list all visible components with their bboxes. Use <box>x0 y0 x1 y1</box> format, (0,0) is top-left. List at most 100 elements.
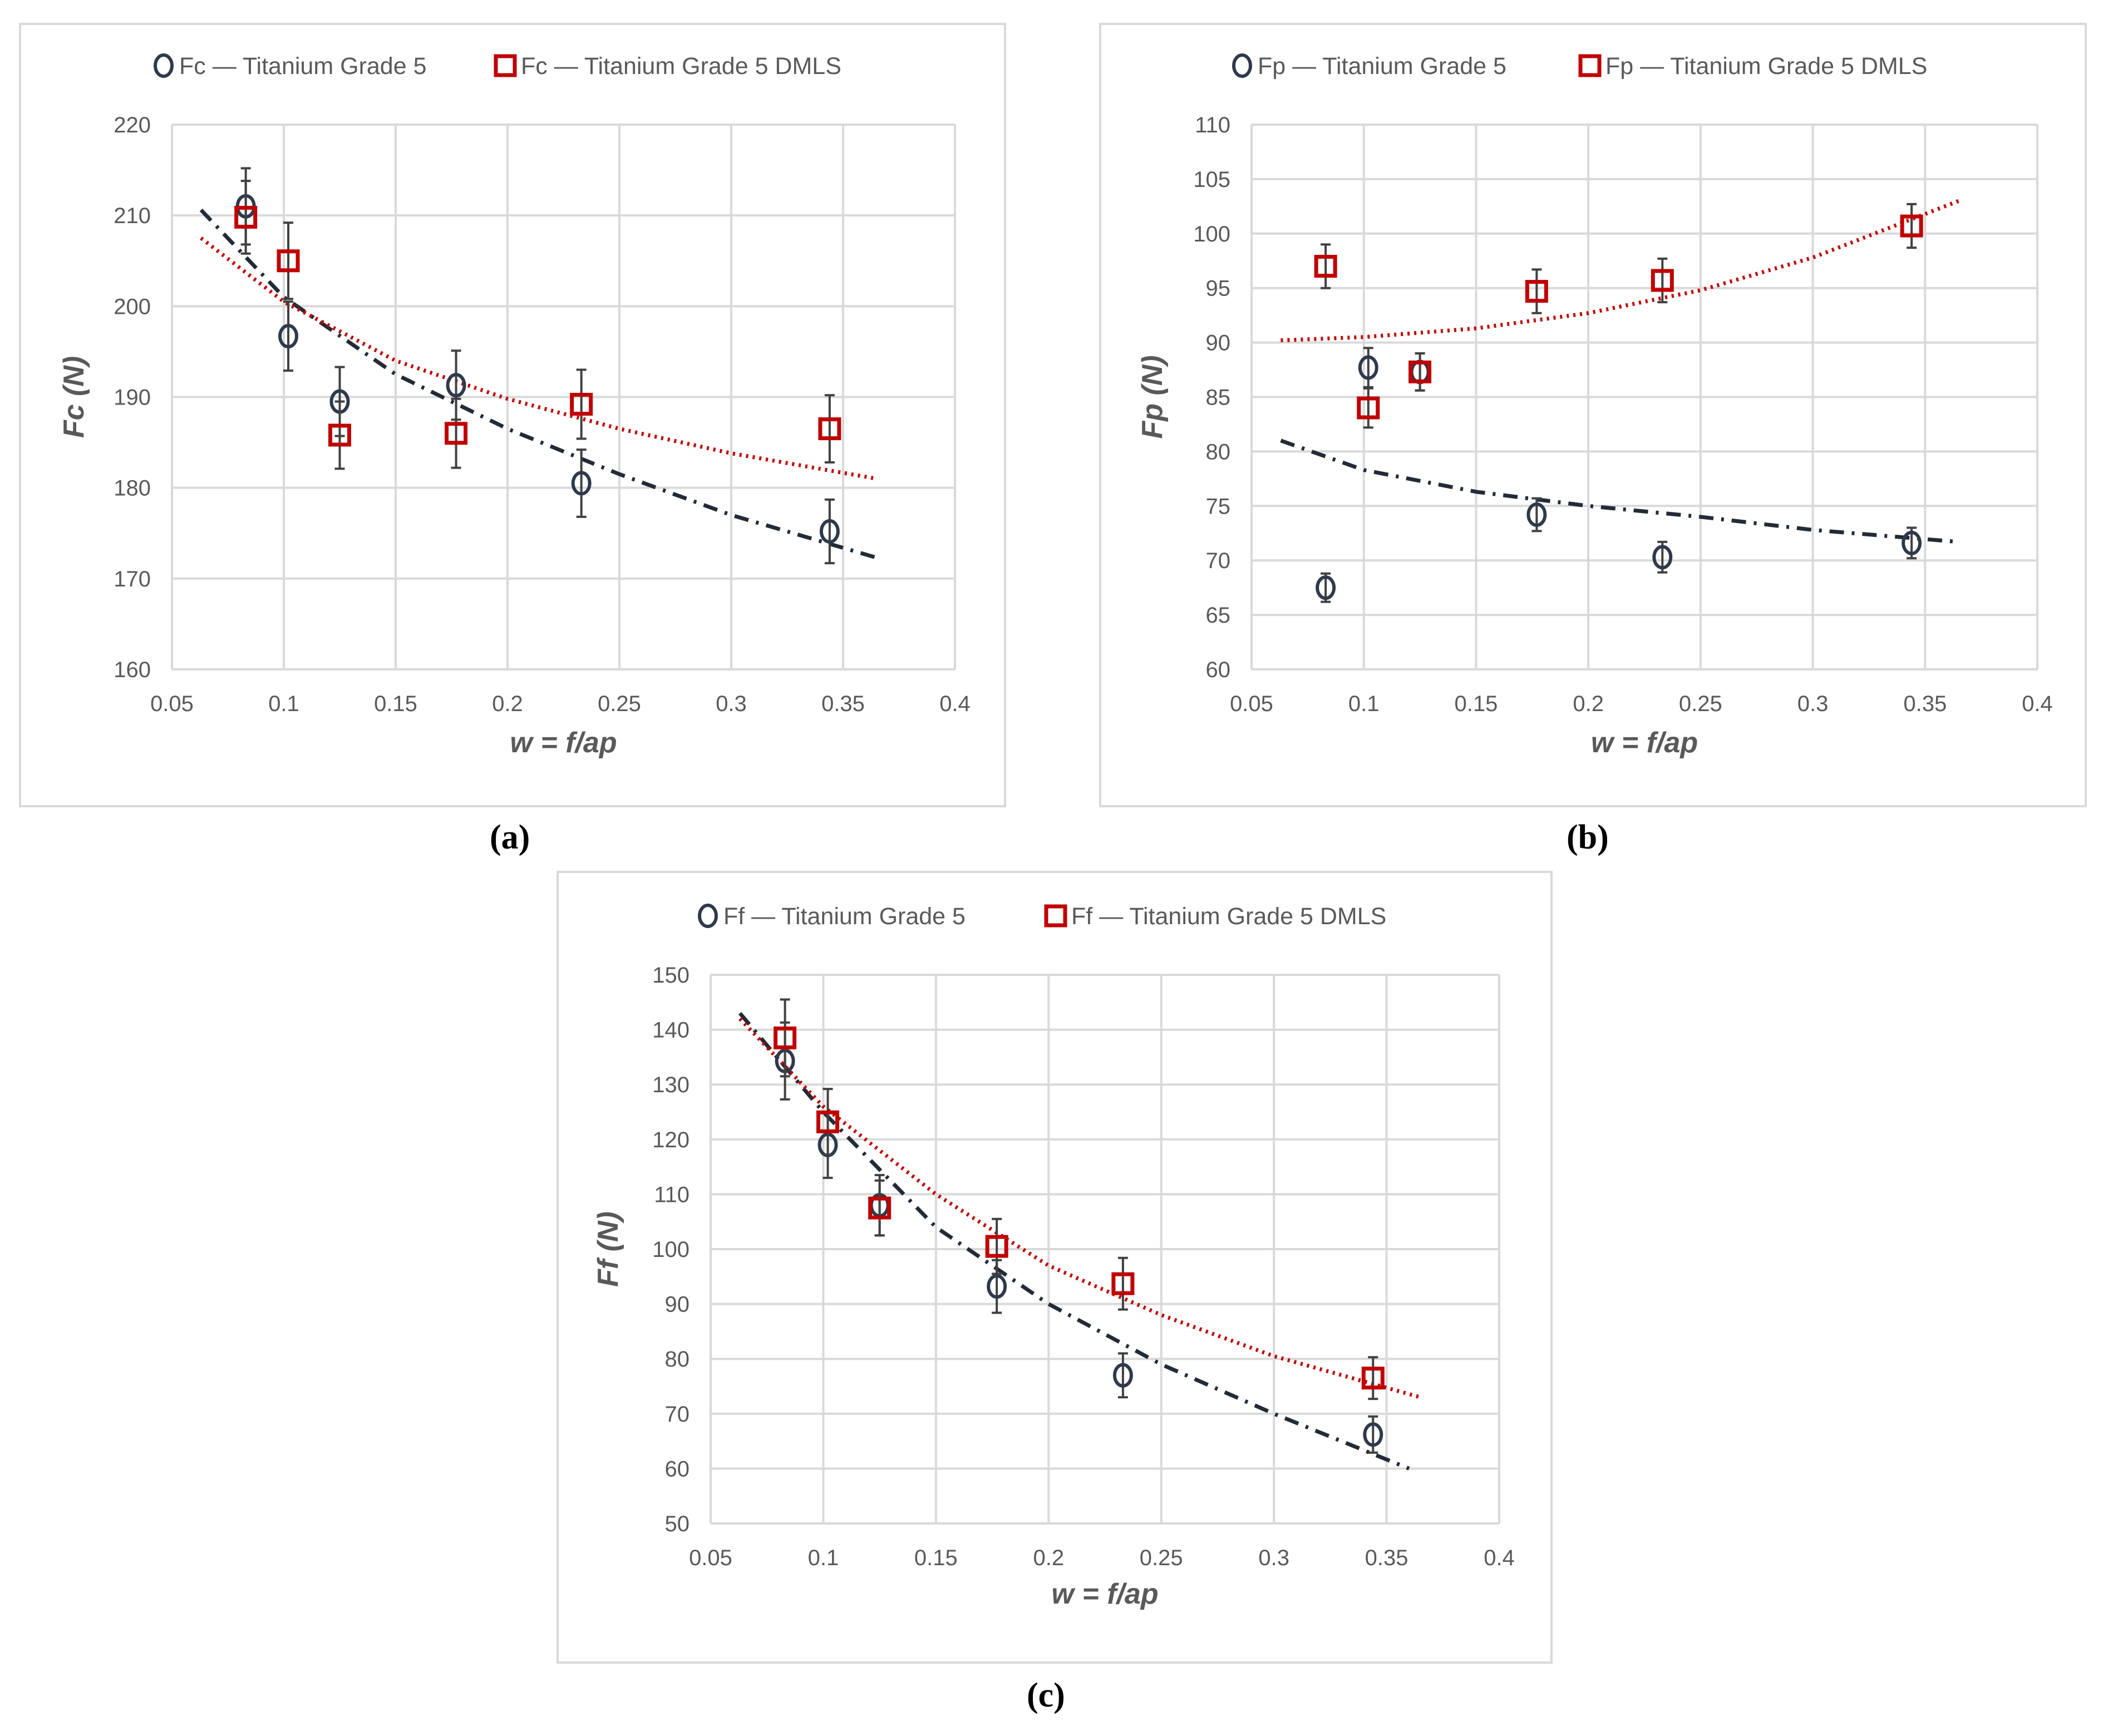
y-tick-label: 60 <box>1206 658 1231 682</box>
x-tick-label: 0.25 <box>1679 692 1722 716</box>
y-tick-label: 110 <box>654 1182 689 1207</box>
data-point-tg5 <box>1316 575 1336 600</box>
x-tick-label: 0.4 <box>939 692 971 716</box>
y-tick-label: 210 <box>114 204 151 228</box>
chart-c: 0.05 0.1 0.15 0.2 0.25 0.3 0.35 0.4 50 60 70 80 90 10… <box>592 903 1515 1610</box>
data-point-dmls <box>1900 214 1923 238</box>
panel-label-b: (b) <box>1567 818 1609 857</box>
x-tick-label: 0.05 <box>1230 692 1273 716</box>
y-axis-title: Ff (N) <box>592 1211 624 1287</box>
x-tick-label: 0.05 <box>689 1546 732 1570</box>
x-tick-label: 0.15 <box>374 692 417 716</box>
data-point-dmls <box>1525 280 1548 303</box>
legend-marker-circle <box>154 53 174 78</box>
y-tick-label: 180 <box>114 476 151 501</box>
data-point-dmls <box>445 422 468 445</box>
y-tick-label: 220 <box>114 113 151 137</box>
data-point-dmls <box>1111 1272 1135 1295</box>
y-tick-label: 100 <box>652 1237 689 1262</box>
x-tick-label: 0.3 <box>1258 1546 1289 1570</box>
data-point-dmls <box>1357 396 1380 420</box>
y-tick-label: 130 <box>652 1073 689 1097</box>
x-tick-label: 0.25 <box>1140 1546 1183 1570</box>
data-point-dmls <box>1361 1367 1385 1390</box>
panel-label-c-text: (c) <box>1027 1676 1065 1714</box>
x-tick-label: 0.2 <box>492 692 523 716</box>
legend-label: Fp — Titanium Grade 5 DMLS <box>1605 53 1927 80</box>
data-point-tg5 <box>1112 1363 1133 1388</box>
data-point-dmls <box>570 393 593 416</box>
data-point-dmls <box>868 1196 892 1220</box>
panel-label-a-text: (a) <box>490 818 530 856</box>
data-point-dmls <box>774 1026 797 1049</box>
legend-label: Ff — Titanium Grade 5 <box>723 903 966 930</box>
trendline-tg5 <box>1280 438 1959 544</box>
data-point-tg5 <box>1363 1422 1383 1447</box>
y-tick-label: 80 <box>1206 440 1231 464</box>
x-tick-label: 0.05 <box>150 692 194 716</box>
y-tick-label: 160 <box>114 658 151 682</box>
data-point-tg5 <box>278 324 299 349</box>
y-tick-label: 190 <box>114 386 151 410</box>
data-point-dmls <box>985 1235 1008 1258</box>
data-point-tg5 <box>1526 502 1547 527</box>
data-point-tg5 <box>571 471 592 496</box>
panel-label-c: (c) <box>1027 1676 1065 1715</box>
x-tick-label: 0.1 <box>1348 692 1380 716</box>
chart-b: 0.05 0.1 0.15 0.2 0.25 0.3 0.35 0.4 60 65 70 75 80 85… <box>1136 53 2053 759</box>
y-tick-label: 70 <box>665 1402 690 1427</box>
y-tick-label: 85 <box>1206 386 1231 410</box>
x-tick-label: 0.15 <box>914 1546 958 1570</box>
legend-marker-circle <box>1232 53 1252 78</box>
chart-panel-a <box>19 23 1006 807</box>
data-point-tg5 <box>446 373 466 398</box>
y-axis-title: Fp (N) <box>1136 355 1169 438</box>
x-tick-label: 0.3 <box>716 692 747 716</box>
legend-marker-square <box>1578 54 1602 77</box>
y-tick-label: 60 <box>665 1457 690 1481</box>
chart-panel-b <box>1099 23 2087 807</box>
y-tick-label: 140 <box>652 1018 689 1043</box>
legend-marker-circle <box>698 904 718 928</box>
data-point-dmls <box>1651 269 1674 292</box>
y-tick-label: 90 <box>665 1293 690 1317</box>
x-tick-label: 0.25 <box>598 692 641 716</box>
panel-label-b-text: (b) <box>1567 818 1609 856</box>
legend-label: Fc — Titanium Grade 5 DMLS <box>521 53 841 80</box>
legend-marker-square <box>1044 904 1067 928</box>
y-tick-label: 80 <box>665 1347 690 1372</box>
trendline-tg5 <box>199 208 878 560</box>
legend-label: Fp — Titanium Grade 5 <box>1258 53 1506 80</box>
x-axis-title: w = f/ap <box>1591 727 1698 759</box>
x-tick-label: 0.15 <box>1454 692 1498 716</box>
legend-label: Fc — Titanium Grade 5 <box>179 53 427 80</box>
y-tick-label: 75 <box>1206 494 1231 519</box>
y-tick-label: 95 <box>1206 277 1231 301</box>
y-tick-label: 70 <box>1206 549 1231 573</box>
y-tick-label: 110 <box>1195 113 1230 137</box>
data-point-dmls <box>818 417 841 441</box>
y-tick-label: 105 <box>1193 167 1230 192</box>
y-tick-label: 50 <box>665 1512 690 1536</box>
data-point-dmls <box>328 423 351 447</box>
data-point-dmls <box>234 205 258 229</box>
trendline-dmls <box>1280 199 1960 343</box>
y-tick-label: 120 <box>652 1128 689 1152</box>
x-tick-label: 0.3 <box>1797 692 1829 716</box>
x-tick-label: 0.2 <box>1573 692 1604 716</box>
y-tick-label: 90 <box>1206 331 1231 356</box>
x-tick-label: 0.1 <box>808 1546 839 1570</box>
trendline-dmls <box>738 1017 1421 1399</box>
chart-a: 0.05 0.1 0.15 0.2 0.25 0.3 0.35 0.4 160 170 180 190… <box>58 53 971 759</box>
x-tick-label: 0.35 <box>1903 692 1947 716</box>
panel-label-a: (a) <box>490 818 530 857</box>
y-tick-label: 100 <box>1193 222 1230 246</box>
y-axis-title: Fc (N) <box>58 356 90 438</box>
data-point-tg5 <box>987 1274 1007 1299</box>
x-tick-label: 0.4 <box>2022 692 2053 716</box>
data-point-tg5 <box>1902 530 1922 555</box>
y-tick-label: 170 <box>114 567 151 591</box>
data-point-dmls <box>1314 255 1337 278</box>
y-tick-label: 65 <box>1206 603 1231 628</box>
x-tick-label: 0.2 <box>1033 1546 1064 1570</box>
